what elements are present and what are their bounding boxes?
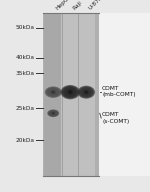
Ellipse shape: [48, 89, 58, 96]
Ellipse shape: [50, 90, 56, 94]
Ellipse shape: [83, 90, 89, 94]
Ellipse shape: [51, 90, 55, 94]
Ellipse shape: [62, 86, 78, 98]
Ellipse shape: [52, 113, 54, 114]
Ellipse shape: [46, 87, 60, 97]
Ellipse shape: [82, 89, 90, 95]
Text: COMT
(mb-COMT): COMT (mb-COMT): [102, 86, 136, 97]
Ellipse shape: [48, 110, 59, 117]
Ellipse shape: [50, 90, 57, 95]
Ellipse shape: [52, 91, 55, 93]
Bar: [44, 13, 62, 176]
Ellipse shape: [48, 110, 58, 117]
Ellipse shape: [61, 86, 79, 99]
Text: HepG2: HepG2: [55, 0, 73, 11]
Ellipse shape: [51, 91, 55, 94]
Ellipse shape: [49, 111, 57, 116]
Text: 50kDa: 50kDa: [16, 25, 35, 30]
Ellipse shape: [84, 90, 88, 94]
Ellipse shape: [52, 112, 55, 114]
Ellipse shape: [49, 110, 58, 116]
Text: U-87MG: U-87MG: [88, 0, 108, 11]
Ellipse shape: [45, 87, 61, 98]
Text: COMT
(s-COMT): COMT (s-COMT): [102, 113, 129, 124]
Ellipse shape: [64, 87, 77, 97]
Ellipse shape: [51, 112, 55, 115]
Ellipse shape: [68, 90, 73, 94]
Ellipse shape: [50, 111, 56, 115]
Ellipse shape: [63, 87, 78, 98]
Ellipse shape: [64, 88, 76, 96]
Ellipse shape: [48, 88, 59, 96]
Bar: [99, 13, 150, 176]
Ellipse shape: [47, 109, 59, 117]
Ellipse shape: [78, 86, 94, 98]
Text: 20kDa: 20kDa: [16, 138, 35, 143]
Ellipse shape: [60, 85, 80, 99]
Bar: [61, 13, 79, 176]
Text: 40kDa: 40kDa: [16, 55, 35, 60]
Ellipse shape: [45, 86, 62, 98]
Ellipse shape: [69, 91, 72, 93]
Ellipse shape: [79, 87, 94, 98]
Text: 35kDa: 35kDa: [16, 71, 35, 76]
Ellipse shape: [68, 90, 73, 94]
Ellipse shape: [65, 89, 75, 96]
Ellipse shape: [85, 91, 88, 93]
Bar: [43, 13, 99, 176]
Ellipse shape: [77, 86, 95, 99]
Ellipse shape: [52, 112, 55, 114]
Text: 25kDa: 25kDa: [16, 106, 35, 111]
Ellipse shape: [49, 89, 58, 95]
Ellipse shape: [47, 88, 60, 96]
Ellipse shape: [51, 112, 56, 115]
Ellipse shape: [80, 87, 93, 97]
Ellipse shape: [82, 89, 91, 95]
Ellipse shape: [84, 91, 88, 94]
Ellipse shape: [66, 89, 74, 95]
Text: Raji: Raji: [72, 0, 83, 11]
Ellipse shape: [80, 88, 92, 97]
Ellipse shape: [81, 88, 91, 96]
Bar: [77, 13, 95, 176]
Ellipse shape: [50, 111, 57, 116]
Ellipse shape: [67, 90, 74, 95]
